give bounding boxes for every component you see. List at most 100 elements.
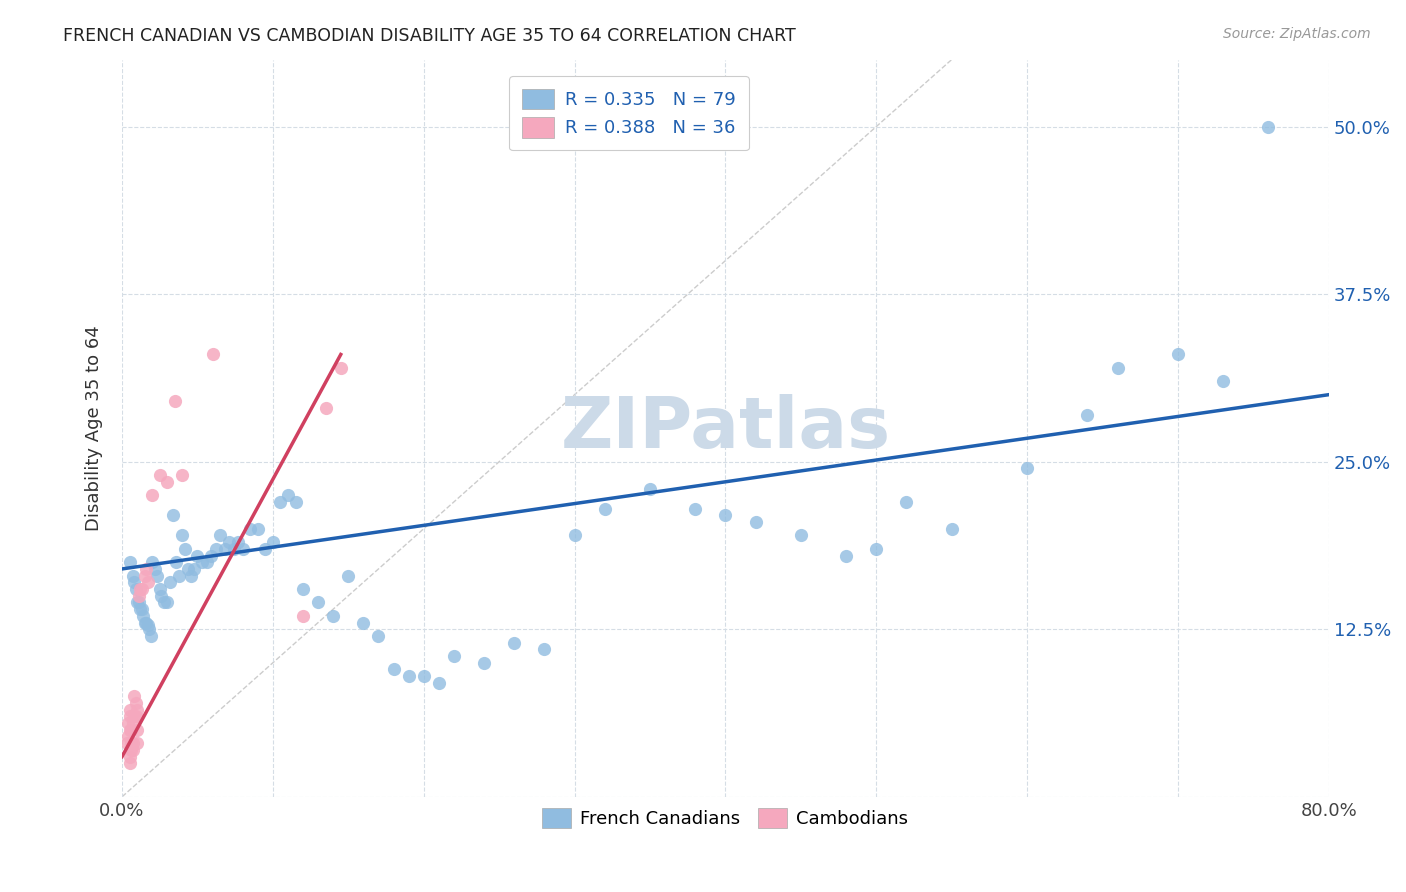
Point xyxy=(865,541,887,556)
Point xyxy=(128,595,150,609)
Point xyxy=(120,743,142,757)
Point xyxy=(117,716,139,731)
Point xyxy=(329,360,352,375)
Point xyxy=(122,709,145,723)
Point xyxy=(201,347,224,361)
Point xyxy=(134,568,156,582)
Point xyxy=(143,562,166,576)
Point xyxy=(1212,374,1234,388)
Point xyxy=(141,555,163,569)
Point xyxy=(246,522,269,536)
Point xyxy=(214,541,236,556)
Point xyxy=(744,515,766,529)
Point xyxy=(1107,360,1129,375)
Point xyxy=(128,589,150,603)
Point xyxy=(141,488,163,502)
Point xyxy=(127,595,149,609)
Point xyxy=(124,696,146,710)
Point xyxy=(367,629,389,643)
Point xyxy=(129,602,152,616)
Point xyxy=(118,756,141,771)
Point xyxy=(254,541,277,556)
Point xyxy=(118,703,141,717)
Point xyxy=(315,401,337,415)
Point xyxy=(131,602,153,616)
Point xyxy=(1257,120,1279,134)
Point xyxy=(1167,347,1189,361)
Point xyxy=(165,555,187,569)
Point xyxy=(162,508,184,523)
Point xyxy=(790,528,813,542)
Point xyxy=(191,555,214,569)
Point xyxy=(307,595,329,609)
Point xyxy=(127,703,149,717)
Point xyxy=(209,528,232,542)
Point xyxy=(533,642,555,657)
Point xyxy=(195,555,218,569)
Point xyxy=(218,535,240,549)
Point xyxy=(118,723,141,737)
Point xyxy=(683,501,706,516)
Point xyxy=(124,709,146,723)
Point xyxy=(443,648,465,663)
Point xyxy=(129,582,152,596)
Point xyxy=(638,482,661,496)
Point xyxy=(115,736,138,750)
Text: FRENCH CANADIAN VS CAMBODIAN DISABILITY AGE 35 TO 64 CORRELATION CHART: FRENCH CANADIAN VS CAMBODIAN DISABILITY … xyxy=(63,27,796,45)
Point xyxy=(136,575,159,590)
Point xyxy=(1017,461,1039,475)
Point xyxy=(284,495,307,509)
Text: ZIPatlas: ZIPatlas xyxy=(561,393,890,463)
Point xyxy=(134,615,156,630)
Point xyxy=(124,582,146,596)
Point xyxy=(174,541,197,556)
Point xyxy=(156,595,179,609)
Point xyxy=(135,562,157,576)
Point xyxy=(714,508,737,523)
Point xyxy=(398,669,420,683)
Point xyxy=(127,723,149,737)
Point xyxy=(118,555,141,569)
Point xyxy=(121,716,143,731)
Point xyxy=(117,730,139,744)
Point xyxy=(159,575,181,590)
Point xyxy=(132,608,155,623)
Point xyxy=(118,709,141,723)
Point xyxy=(136,618,159,632)
Point xyxy=(139,629,162,643)
Point xyxy=(120,723,142,737)
Point xyxy=(120,736,142,750)
Point xyxy=(593,501,616,516)
Point xyxy=(239,522,262,536)
Point xyxy=(153,595,176,609)
Point xyxy=(127,736,149,750)
Point xyxy=(277,488,299,502)
Point xyxy=(322,608,344,623)
Point xyxy=(292,608,315,623)
Point xyxy=(269,495,291,509)
Point xyxy=(122,690,145,704)
Point xyxy=(472,656,495,670)
Y-axis label: Disability Age 35 to 64: Disability Age 35 to 64 xyxy=(86,326,103,531)
Point xyxy=(262,535,284,549)
Point xyxy=(183,562,205,576)
Point xyxy=(121,736,143,750)
Point xyxy=(131,582,153,596)
Point xyxy=(382,663,405,677)
Point xyxy=(204,541,226,556)
Point xyxy=(186,549,208,563)
Point xyxy=(226,535,249,549)
Point xyxy=(564,528,586,542)
Point xyxy=(292,582,315,596)
Point xyxy=(121,568,143,582)
Point xyxy=(232,541,254,556)
Point xyxy=(121,743,143,757)
Point xyxy=(941,522,963,536)
Point xyxy=(337,568,360,582)
Point xyxy=(156,475,179,489)
Point xyxy=(163,394,186,409)
Point xyxy=(1076,408,1098,422)
Point xyxy=(835,549,858,563)
Text: Source: ZipAtlas.com: Source: ZipAtlas.com xyxy=(1223,27,1371,41)
Point xyxy=(200,549,222,563)
